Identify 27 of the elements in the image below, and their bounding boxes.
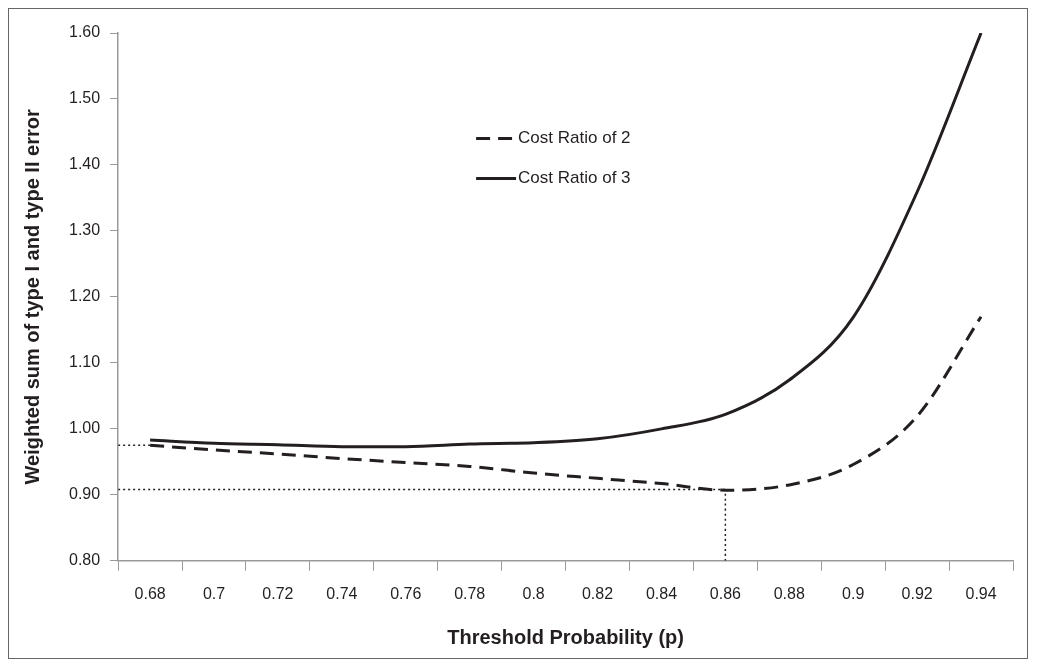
x-tick-label: 0.7 bbox=[202, 584, 226, 602]
x-tick-label: 0.82 bbox=[581, 584, 614, 602]
y-tick-label: 1.20 bbox=[69, 287, 101, 305]
x-tick-label: 0.8 bbox=[522, 584, 545, 602]
y-tick-label: 1.40 bbox=[69, 155, 101, 173]
x-tick-label: 0.9 bbox=[842, 584, 865, 602]
x-tick-label: 0.92 bbox=[901, 584, 933, 602]
legend-label: Cost Ratio of 2 bbox=[518, 128, 631, 148]
legend-label: Cost Ratio of 3 bbox=[518, 168, 631, 188]
y-axis-title: Weighted sum of type I and type II error bbox=[20, 109, 43, 485]
y-tick-label: 0.90 bbox=[69, 485, 101, 503]
x-tick-label: 0.74 bbox=[326, 584, 358, 602]
y-tick-label: 0.80 bbox=[69, 551, 101, 569]
x-tick-label: 0.94 bbox=[965, 584, 997, 602]
x-tick-label: 0.68 bbox=[134, 584, 166, 602]
y-tick-label: 1.00 bbox=[69, 419, 101, 437]
x-tick-label: 0.72 bbox=[262, 584, 294, 602]
x-tick-label: 0.86 bbox=[709, 584, 742, 602]
y-tick-label: 1.50 bbox=[69, 89, 101, 107]
y-tick-label: 1.10 bbox=[69, 353, 101, 371]
y-tick-label: 1.60 bbox=[69, 23, 101, 41]
x-tick-label: 0.78 bbox=[454, 584, 486, 602]
y-tick-label: 1.30 bbox=[69, 221, 101, 239]
x-tick-label: 0.84 bbox=[645, 584, 678, 602]
x-axis-title: Threshold Probability (p) bbox=[447, 625, 684, 648]
x-tick-label: 0.76 bbox=[390, 584, 422, 602]
x-tick-label: 0.88 bbox=[773, 584, 805, 602]
